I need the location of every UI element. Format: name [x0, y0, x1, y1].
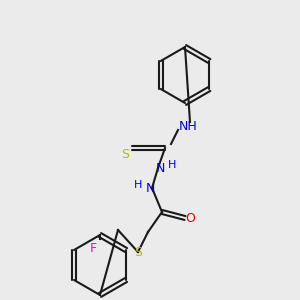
Text: N: N: [145, 182, 155, 194]
Text: S: S: [121, 148, 129, 161]
Text: S: S: [134, 245, 142, 259]
Text: N: N: [155, 161, 165, 175]
Text: NH: NH: [178, 119, 197, 133]
Text: H: H: [168, 160, 176, 170]
Text: O: O: [185, 212, 195, 224]
Text: F: F: [89, 242, 97, 256]
Text: H: H: [134, 180, 142, 190]
